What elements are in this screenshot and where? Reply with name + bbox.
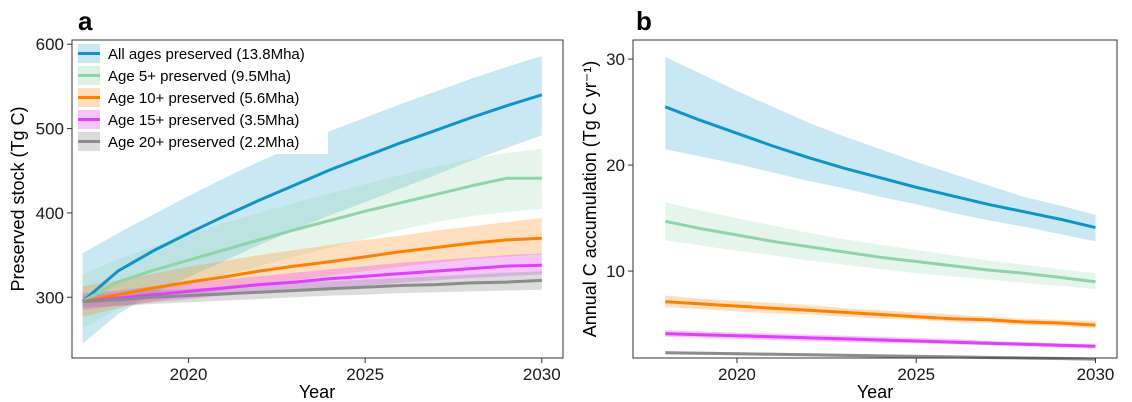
y-tick-label: 400 <box>36 204 64 223</box>
legend-item-age15: Age 15+ preserved (3.5Mha) <box>78 110 299 129</box>
legend-item-age10: Age 10+ preserved (5.6Mha) <box>78 88 299 107</box>
y-tick-label: 10 <box>606 262 625 281</box>
panel-b-letter: b <box>636 6 652 36</box>
series-line-age15 <box>82 263 542 303</box>
y-tick-label: 300 <box>36 288 64 307</box>
legend-label: All ages preserved (13.8Mha) <box>108 46 305 63</box>
legend-label: Age 20+ preserved (2.2Mha) <box>108 134 299 151</box>
series-line-age10 <box>82 236 542 303</box>
panel-b-plot-frame <box>632 39 1118 359</box>
confidence-band-age5 <box>82 148 542 329</box>
y-tick-label: 600 <box>36 35 64 54</box>
series-line-age10 <box>665 300 1096 327</box>
panel-b-x-axis: 2020 2025 2030 <box>718 358 1114 384</box>
panel-a-plot-frame <box>71 39 564 359</box>
x-tick-label: 2020 <box>718 365 756 384</box>
legend-label: Age 15+ preserved (3.5Mha) <box>108 112 299 129</box>
series-line-all <box>664 105 1096 230</box>
panel-a: a 2020 2025 2030 300 400 500 600 Year Preserv… <box>8 6 564 402</box>
x-tick-label: 2025 <box>346 365 384 384</box>
x-tick-label: 2025 <box>897 365 935 384</box>
confidence-band-age5 <box>665 202 1096 290</box>
panel-a-y-axis: 300 400 500 600 <box>36 35 72 307</box>
series-line-age20 <box>82 278 542 303</box>
legend-item-age5: Age 5+ preserved (9.5Mha) <box>78 66 291 85</box>
legend: All ages preserved (13.8Mha) Age 5+ pres… <box>74 42 328 154</box>
panel-a-letter: a <box>78 6 93 36</box>
legend-item-all: All ages preserved (13.8Mha) <box>78 44 305 63</box>
x-tick-label: 2020 <box>170 365 208 384</box>
legend-item-age20: Age 20+ preserved (2.2Mha) <box>78 132 299 151</box>
y-tick-label: 500 <box>36 120 64 139</box>
legend-label: Age 10+ preserved (5.6Mha) <box>108 90 299 107</box>
series-line-age5 <box>664 219 1096 284</box>
panel-a-x-axis-title: Year <box>299 382 335 402</box>
y-tick-label: 30 <box>606 50 625 69</box>
panel-a-series-lines <box>81 93 543 303</box>
series-line-age15 <box>665 332 1096 348</box>
series-line-all <box>81 93 543 303</box>
x-tick-label: 2030 <box>523 365 561 384</box>
panel-a-y-axis-title: Preserved stock (Tg C) <box>8 106 28 291</box>
panel-b-series-lines <box>664 105 1096 361</box>
legend-label: Age 5+ preserved (9.5Mha) <box>108 68 291 85</box>
panel-a-x-axis: 2020 2025 2030 <box>170 358 561 384</box>
panel-b-y-axis-title: Annual C accumulation (Tg C yr⁻¹) <box>580 61 600 338</box>
confidence-band-all <box>82 56 542 344</box>
x-tick-label: 2030 <box>1077 365 1115 384</box>
y-tick-label: 20 <box>606 156 625 175</box>
legend-background <box>74 42 328 154</box>
panel-b-x-axis-title: Year <box>857 382 893 402</box>
confidence-band-all <box>665 57 1096 242</box>
series-line-age5 <box>81 176 542 303</box>
panel-b-y-axis: 10 20 30 <box>606 50 633 281</box>
